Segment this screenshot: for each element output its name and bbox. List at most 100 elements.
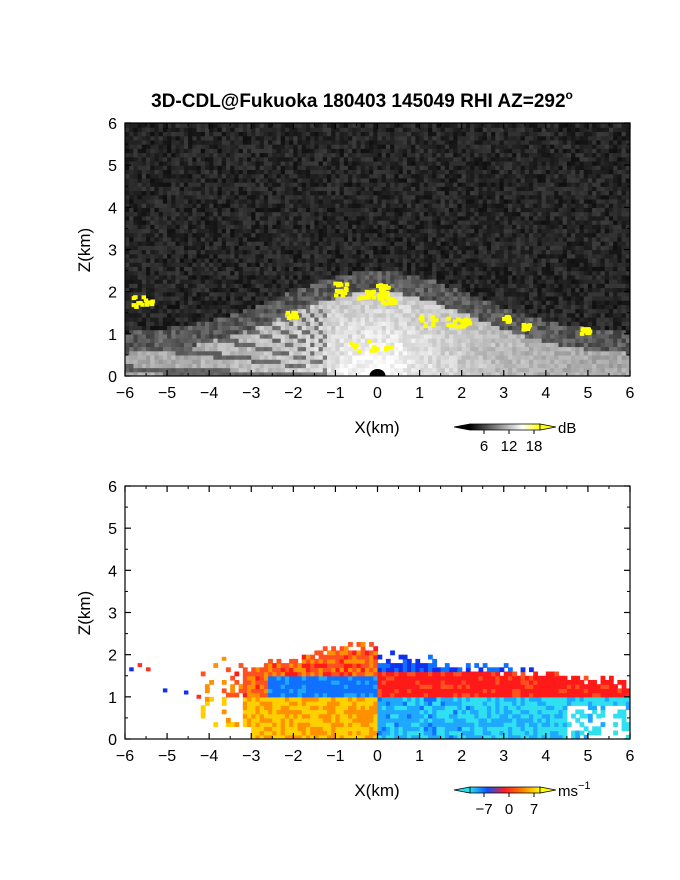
reflectivity-cell [415, 346, 421, 352]
reflectivity-cell [305, 173, 311, 179]
reflectivity-cell [247, 304, 252, 310]
reflectivity-cell [436, 308, 442, 314]
reflectivity-cell [183, 190, 189, 196]
reflectivity-cell [444, 257, 450, 263]
reflectivity-cell [293, 173, 299, 179]
reflectivity-cell [394, 165, 400, 170]
reflectivity-cell [280, 148, 286, 154]
reflectivity-cell [221, 123, 227, 128]
reflectivity-cell [327, 148, 332, 154]
reflectivity-cell [453, 203, 459, 208]
reflectivity-cell [175, 203, 181, 208]
reflectivity-cell [428, 198, 433, 204]
reflectivity-cell [364, 215, 370, 221]
reflectivity-cell [352, 186, 358, 192]
reflectivity-cell [314, 198, 320, 204]
reflectivity-cell [247, 182, 252, 187]
reflectivity-cell [436, 211, 442, 217]
reflectivity-cell [348, 321, 353, 326]
reflectivity-cell [179, 329, 185, 335]
reflectivity-cell [305, 346, 311, 352]
reflectivity-cell [230, 329, 236, 335]
reflectivity-cell [310, 371, 315, 376]
reflectivity-cell [428, 144, 433, 149]
reflectivity-cell [327, 333, 332, 339]
reflectivity-cell [373, 253, 379, 259]
reflectivity-cell [162, 291, 168, 297]
reflectivity-cell [335, 354, 341, 360]
reflectivity-cell [133, 131, 139, 137]
reflectivity-cell [301, 236, 307, 242]
reflectivity-cell [415, 333, 421, 339]
reflectivity-cell [255, 346, 261, 352]
reflectivity-cell [377, 160, 383, 166]
reflectivity-cell [141, 160, 147, 166]
reflectivity-cell [133, 287, 139, 293]
reflectivity-cell [318, 224, 324, 230]
reflectivity-cell [301, 350, 307, 356]
reflectivity-cell [343, 131, 349, 137]
reflectivity-cell [162, 316, 168, 322]
reflectivity-cell [133, 148, 139, 154]
reflectivity-cell [209, 308, 214, 314]
reflectivity-cell [331, 173, 337, 179]
reflectivity-cell [457, 152, 463, 158]
reflectivity-cell [162, 279, 168, 284]
reflectivity-cell [369, 274, 374, 280]
reflectivity-cell [280, 329, 286, 335]
reflectivity-cell [280, 342, 286, 348]
reflectivity-cell [183, 367, 189, 373]
reflectivity-cell [272, 219, 278, 225]
reflectivity-cell [217, 241, 223, 246]
reflectivity-cell [394, 367, 400, 373]
reflectivity-cell [293, 333, 299, 339]
reflectivity-cell [192, 219, 198, 225]
reflectivity-cell [369, 279, 374, 284]
reflectivity-cell [415, 279, 421, 284]
reflectivity-cell [360, 316, 366, 322]
reflectivity-cell [444, 312, 450, 318]
reflectivity-cell [150, 316, 156, 322]
reflectivity-cell [310, 224, 315, 230]
reflectivity-cell [432, 236, 438, 242]
reflectivity-cell [310, 177, 315, 183]
reflectivity-cell [385, 203, 391, 208]
reflectivity-cell [226, 194, 231, 200]
reflectivity-cell [230, 177, 236, 183]
reflectivity-cell [247, 329, 252, 335]
reflectivity-cell [226, 156, 231, 162]
reflectivity-cell [167, 245, 172, 251]
reflectivity-cell [146, 190, 151, 196]
reflectivity-cell [234, 144, 240, 149]
reflectivity-cell [465, 194, 471, 200]
reflectivity-cell [167, 203, 172, 208]
reflectivity-cell [179, 190, 185, 196]
reflectivity-cell [305, 279, 311, 284]
reflectivity-cell [209, 135, 214, 141]
reflectivity-cell [377, 350, 383, 356]
reflectivity-cell [305, 333, 311, 339]
reflectivity-cell [146, 295, 151, 301]
reflectivity-cell [242, 342, 248, 348]
reflectivity-cell [305, 203, 311, 208]
reflectivity-cell [268, 186, 273, 192]
reflectivity-cell [356, 127, 362, 133]
reflectivity-cell [150, 350, 156, 356]
reflectivity-cell [171, 156, 177, 162]
reflectivity-cell [200, 131, 206, 137]
reflectivity-cell [461, 194, 467, 200]
reflectivity-cell [289, 135, 294, 141]
reflectivity-cell [331, 350, 337, 356]
reflectivity-cell [314, 279, 320, 284]
reflectivity-cell [226, 359, 231, 364]
reflectivity-cell [373, 127, 379, 133]
reflectivity-cell [171, 215, 177, 221]
reflectivity-cell [179, 249, 185, 255]
reflectivity-cell [322, 338, 328, 343]
reflectivity-cell [242, 257, 248, 263]
reflectivity-cell [162, 165, 168, 170]
reflectivity-cell [440, 148, 446, 154]
reflectivity-cell [428, 152, 433, 158]
reflectivity-cell [150, 127, 156, 133]
reflectivity-cell [129, 312, 135, 318]
